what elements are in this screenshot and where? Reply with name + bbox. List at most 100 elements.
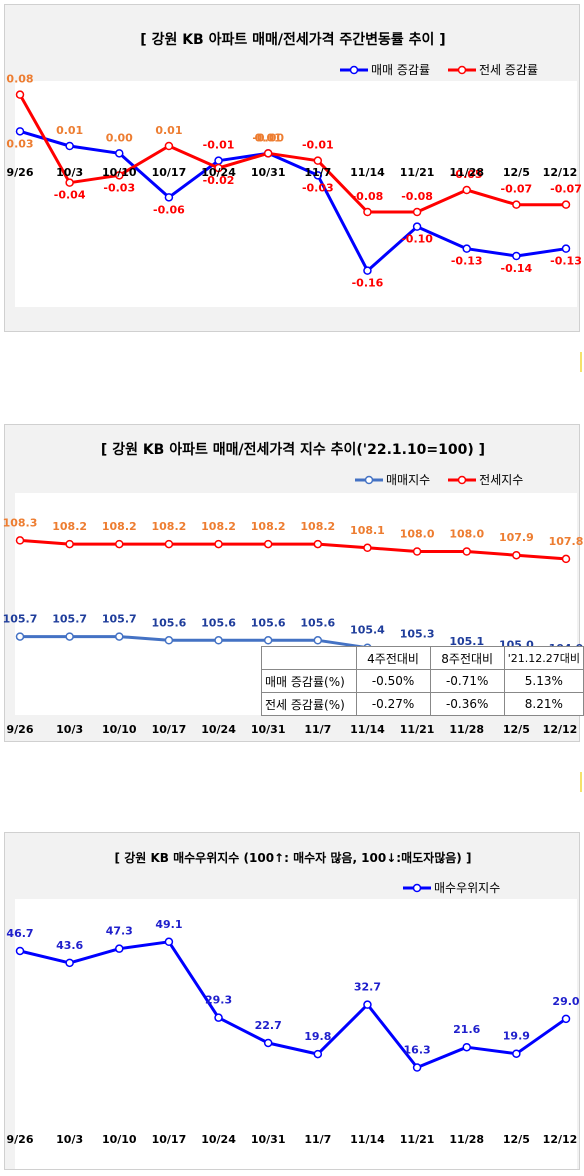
chart3-point xyxy=(363,1000,372,1009)
chart2-data-label: 108.2 xyxy=(52,520,87,533)
chart1-data-label: -0.02 xyxy=(203,174,235,187)
chart2-series-line-1 xyxy=(19,538,567,561)
chart1-legend-item-0: 매매 증감률 xyxy=(340,61,430,78)
chart2-title: [ 강원 KB 아파트 매매/전세가격 지수 추이('22.1.10=100) … xyxy=(100,442,486,458)
chart1-point xyxy=(462,244,471,253)
stats-table: 4주전대비 8주전대비 '21.12.27대비 매매 증감률(%) -0.50%… xyxy=(261,646,584,716)
chart3-x-tick-label: 10/31 xyxy=(250,1133,286,1146)
chart1-point xyxy=(313,171,323,180)
chart1-x-tick-label: 11/28 xyxy=(449,166,485,179)
chart2-legend-line-0 xyxy=(355,475,383,484)
chart1-data-label: -0.00 xyxy=(252,131,284,144)
chart3-x-tick-label: 12/5 xyxy=(502,1133,530,1146)
chart3-data-label: 49.1 xyxy=(155,918,182,931)
chart2-data-label: 108.2 xyxy=(102,520,137,533)
chart3-x-tick-label: 9/26 xyxy=(6,1133,34,1146)
chart2-x-tick-label: 11/28 xyxy=(449,723,485,736)
chart3-x-tick-label: 10/17 xyxy=(151,1133,187,1146)
chart3-legend-item-0: 매수우위지수 xyxy=(403,879,500,896)
stats-cell: -0.36% xyxy=(429,692,505,716)
chart3-point xyxy=(561,1014,571,1024)
chart1-series-line-1 xyxy=(18,93,566,214)
chart1-data-label: -0.10 xyxy=(401,233,433,246)
chart1-data-label: 0.08 xyxy=(6,73,33,86)
edge-marker-1 xyxy=(580,352,582,372)
chart3-data-label: 19.9 xyxy=(503,1030,530,1043)
chart1-data-label: -0.04 xyxy=(54,189,86,202)
chart3-data-label: 32.7 xyxy=(354,981,381,994)
chart1-point xyxy=(214,163,223,173)
chart1-x-tick-label: 11/7 xyxy=(304,166,332,179)
chart1-data-label: -0.08 xyxy=(401,190,433,203)
chart2-point xyxy=(412,547,422,556)
chart1-point xyxy=(561,200,571,209)
chart2-x-tick-label: 11/14 xyxy=(350,723,385,736)
chart3-data-label: 21.6 xyxy=(453,1023,480,1036)
chart1-data-label: 0.00 xyxy=(106,131,133,144)
chart2-point xyxy=(561,554,571,564)
chart1-data-label: 0.01 xyxy=(255,131,282,144)
chart1-title: [ 강원 KB 아파트 매매/전세가격 주간변동률 추이 ] xyxy=(140,32,446,48)
chart3-panel: [ 강원 KB 매수우위지수 (100↑: 매수자 많음, 100↓:매도자많음… xyxy=(4,832,580,1170)
chart2-x-axis: 9/26 10/3 10/10 10/17 10/24 10/31 11/7 11/14 11/… xyxy=(0,723,584,741)
stats-row: 전세 증감률(%) -0.27% -0.36% 8.21% xyxy=(261,692,584,716)
chart3-title: [ 강원 KB 매수우위지수 (100↑: 매수자 많음, 100↓:매도자많음… xyxy=(114,851,472,865)
chart2-data-label: 108.2 xyxy=(251,520,286,533)
chart1-point xyxy=(462,185,471,195)
chart1-x-tick-label: 10/24 xyxy=(201,166,236,179)
chart3-point xyxy=(15,946,25,956)
chart3-data-label: 22.7 xyxy=(255,1019,282,1032)
chart3-data-label: 29.3 xyxy=(205,994,232,1007)
chart3-point xyxy=(462,1042,471,1052)
chart2-point xyxy=(214,636,223,645)
chart3-x-tick-label: 10/3 xyxy=(56,1133,84,1146)
chart1-legend-label-1: 전세 증감률 xyxy=(479,63,539,77)
chart1-x-tick-label: 10/17 xyxy=(151,166,187,179)
chart2-data-label: 105.6 xyxy=(251,616,286,629)
stats-cell: 5.13% xyxy=(503,669,584,693)
chart2-x-tick-label: 10/24 xyxy=(201,723,236,736)
chart1-data-label: -0.03 xyxy=(302,181,334,194)
chart1-data-label: -0.06 xyxy=(153,203,185,216)
chart2-data-label: 108.1 xyxy=(350,524,385,537)
chart3-point xyxy=(412,1063,422,1072)
chart2-data-label: 108.2 xyxy=(201,520,236,533)
chart2-x-tick-label: 10/31 xyxy=(250,723,286,736)
chart1-legend-line-0 xyxy=(340,65,368,74)
chart2-data-label: 105.6 xyxy=(300,616,335,629)
chart2-point xyxy=(15,632,25,641)
chart3-x-tick-label: 11/21 xyxy=(399,1133,435,1146)
chart2-x-tick-label: 10/17 xyxy=(151,723,187,736)
stats-row: 매매 증감률(%) -0.50% -0.71% 5.13% xyxy=(261,669,584,693)
edge-marker-2 xyxy=(580,772,582,792)
chart2-x-tick-label: 12/5 xyxy=(502,723,530,736)
chart1-data-label: -0.03 xyxy=(103,181,135,194)
chart1-x-tick-label: 10/10 xyxy=(101,166,137,179)
chart3-x-tick-label: 10/24 xyxy=(201,1133,236,1146)
chart1-point xyxy=(412,222,422,231)
chart2-legend: 매매지수 전세지수 xyxy=(355,471,523,488)
chart1-point xyxy=(263,149,273,158)
chart1-point xyxy=(363,266,372,275)
chart1-data-label: -0.08 xyxy=(352,190,384,203)
chart1-point xyxy=(15,90,25,99)
chart1-x-tick-label: 9/26 xyxy=(6,166,34,179)
chart2-point xyxy=(115,539,124,549)
stats-header-cell xyxy=(261,646,357,670)
chart3-series-line-0 xyxy=(19,940,567,1069)
stats-header-cell: 8주전대비 xyxy=(429,646,505,670)
chart1-legend-line-1 xyxy=(448,65,477,74)
chart3-point xyxy=(512,1049,521,1058)
chart2-point xyxy=(313,636,323,645)
chart2-point xyxy=(363,543,372,553)
stats-header-cell: 4주전대비 xyxy=(355,646,431,670)
chart1-panel: [ 강원 KB 아파트 매매/전세가격 주간변동률 추이 ] 매매 증감률 전세… xyxy=(4,4,580,332)
chart1-x-tick-label: 11/21 xyxy=(399,166,435,179)
chart2-x-tick-label: 10/3 xyxy=(56,723,84,736)
chart3-point xyxy=(115,944,124,953)
chart2-svg: 105.7 105.7 105.7 105.6 105.6 105.6 105.6 105.4… xyxy=(3,516,583,671)
chart2-x-tick-label: 9/26 xyxy=(6,723,34,736)
chart2-data-label: 105.6 xyxy=(201,616,236,629)
chart1-data-label: -0.13 xyxy=(550,255,582,268)
